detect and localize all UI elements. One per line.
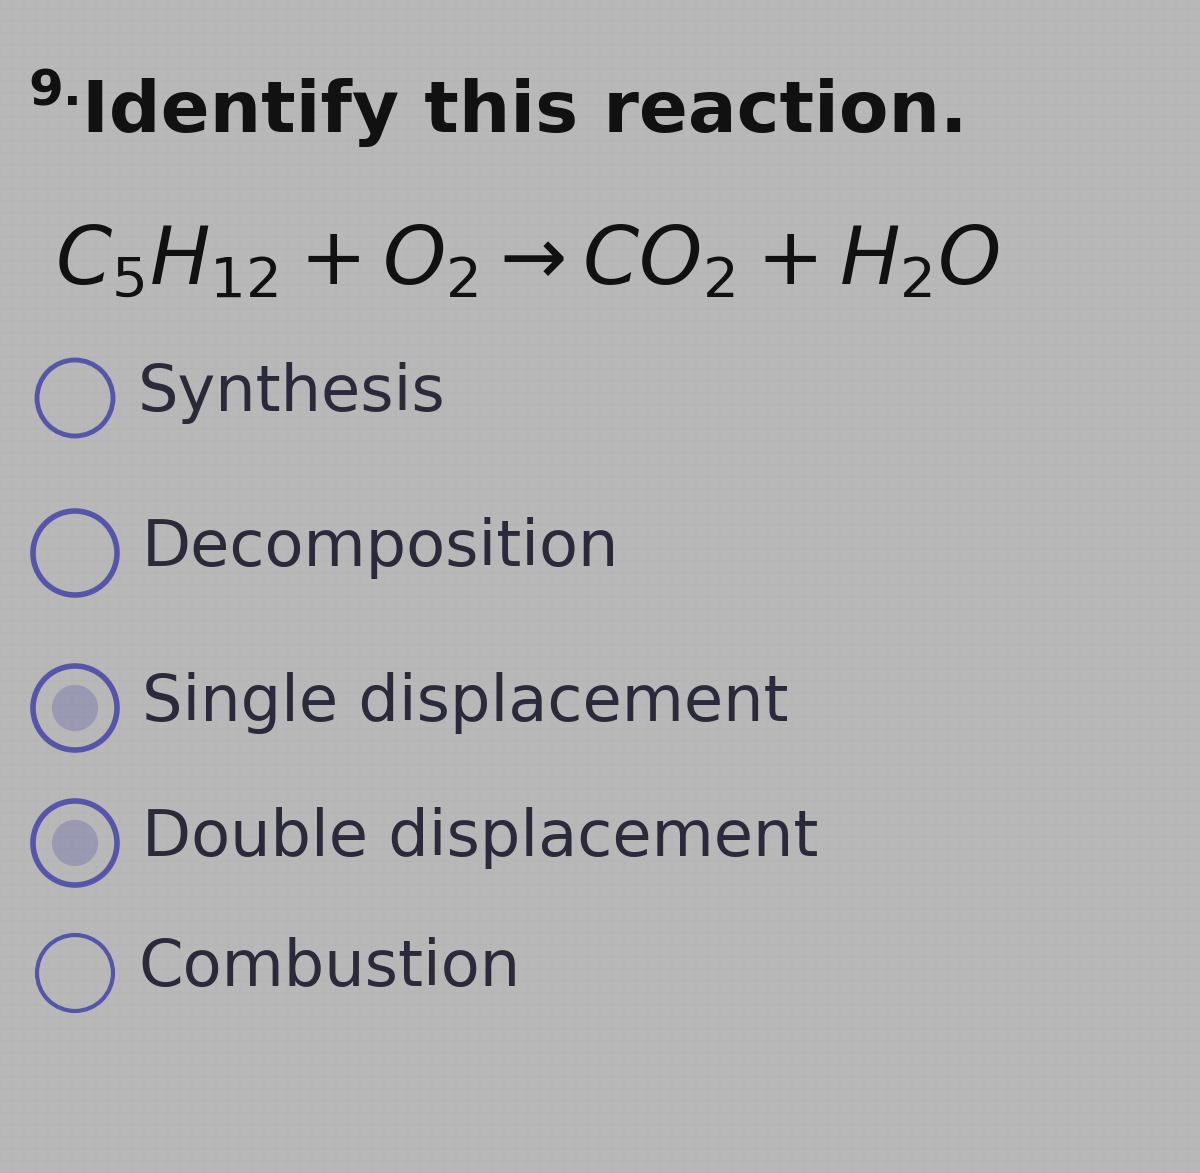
Text: Single displacement: Single displacement xyxy=(142,672,788,734)
Text: 9.: 9. xyxy=(28,68,82,116)
Text: Double displacement: Double displacement xyxy=(142,807,818,869)
Circle shape xyxy=(52,820,98,866)
Text: Decomposition: Decomposition xyxy=(142,517,619,579)
Text: Identify this reaction.: Identify this reaction. xyxy=(82,77,967,147)
Text: $\mathit{C_5H_{12} + O_2 \rightarrow CO_2 + H_2O}$: $\mathit{C_5H_{12} + O_2 \rightarrow CO_… xyxy=(55,223,1000,301)
Text: Synthesis: Synthesis xyxy=(138,362,445,423)
Circle shape xyxy=(52,685,98,731)
Text: Combustion: Combustion xyxy=(138,937,520,999)
